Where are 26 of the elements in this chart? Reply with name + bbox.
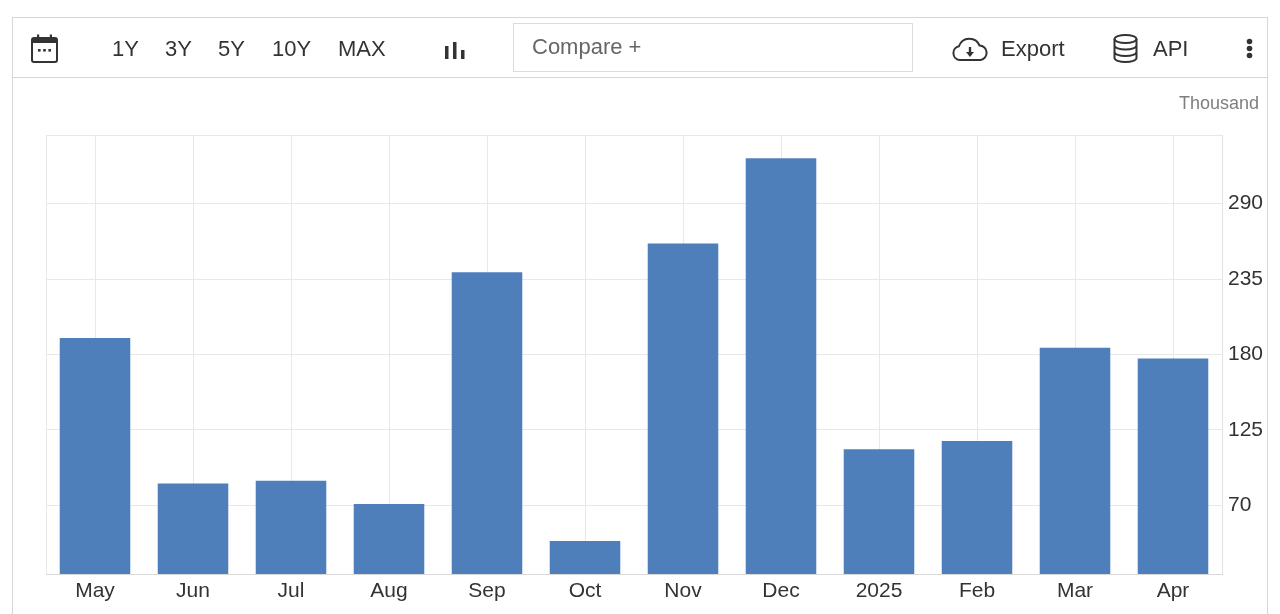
text: MAX: [338, 36, 386, 61]
y-tick-label: 125: [1228, 416, 1264, 440]
x-tick-label: May: [75, 578, 116, 602]
text: 1Y: [112, 36, 139, 61]
x-tick-label: Feb: [958, 578, 996, 602]
text: API: [1153, 36, 1189, 61]
text: Export: [1001, 36, 1065, 61]
x-tick-label: Sep: [468, 578, 506, 602]
x-tick-label: Oct: [568, 578, 602, 602]
x-tick-label: Mar: [1056, 578, 1094, 602]
x-tick-label: Nov: [664, 578, 703, 602]
y-tick-label: 70: [1228, 492, 1252, 516]
x-tick-label: Dec: [762, 578, 800, 602]
text: 5Y: [218, 36, 245, 61]
y-axis-title: Thousand: [1178, 93, 1259, 113]
input-field: Compare +: [513, 23, 913, 72]
text: 3Y: [165, 36, 192, 61]
y-tick-label: 235: [1228, 265, 1264, 289]
x-tick-label: Aug: [370, 578, 408, 602]
x-tick-label: 2025: [855, 578, 903, 602]
x-tick-label: Jun: [176, 578, 210, 602]
x-tick-label: Jul: [277, 578, 305, 602]
y-tick-label: 180: [1228, 341, 1264, 365]
x-tick-label: Apr: [1156, 578, 1190, 602]
y-tick-label: 290: [1228, 190, 1264, 214]
text: 10Y: [272, 36, 312, 61]
